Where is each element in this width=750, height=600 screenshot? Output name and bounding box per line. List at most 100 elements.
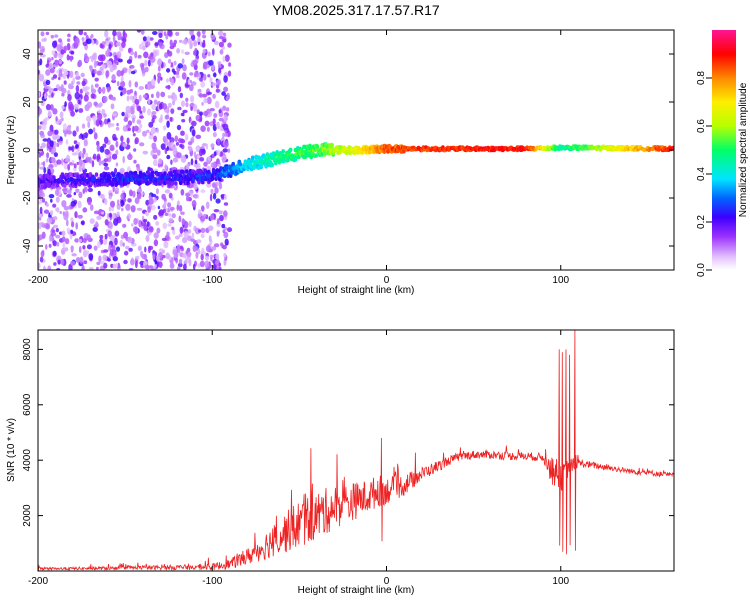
noise-blob [192, 59, 198, 66]
noise-blob [206, 91, 212, 96]
noise-blob [207, 51, 211, 57]
noise-blob [91, 160, 95, 168]
noise-blob [196, 31, 201, 37]
noise-blob [62, 242, 66, 249]
noise-blob [64, 247, 69, 252]
noise-blob [150, 78, 156, 86]
noise-blob [66, 227, 71, 233]
noise-blob [99, 234, 104, 240]
noise-blob [115, 126, 120, 131]
noise-blob [194, 70, 199, 78]
trace-blob [231, 161, 235, 167]
noise-blob [64, 210, 69, 218]
noise-blob [51, 232, 57, 237]
y-tick-label: 8000 [22, 338, 33, 361]
y-tick-label: 2000 [22, 504, 33, 527]
noise-blob [145, 235, 150, 242]
colorbar-label: Normalized spectral amplitude [738, 82, 749, 217]
noise-blob [60, 49, 65, 55]
noise-blob [46, 152, 50, 159]
noise-blob [172, 147, 178, 153]
noise-blob [208, 235, 212, 242]
noise-blob [56, 241, 60, 247]
noise-blob [71, 221, 75, 228]
noise-blob [38, 262, 41, 269]
noise-blob [53, 53, 58, 59]
noise-blob [69, 55, 73, 62]
noise-blob [88, 253, 94, 261]
noise-blob [144, 246, 147, 253]
noise-blob [148, 121, 154, 128]
noise-blob [107, 230, 112, 237]
colorbar: 0.0 0.2 0.4 0.6 0.8 Normalized spectral ampl… [696, 30, 749, 277]
trace-blob [308, 143, 312, 148]
noise-blob [99, 145, 105, 153]
noise-blob [143, 51, 149, 59]
noise-blob [147, 59, 151, 67]
noise-blob [151, 111, 157, 115]
noise-blob [164, 189, 171, 194]
noise-blob [128, 247, 133, 252]
noise-blob [97, 112, 103, 121]
noise-blob [78, 239, 83, 243]
noise-blob [73, 163, 77, 169]
trace-blob [144, 178, 149, 183]
trace-blob [265, 152, 270, 157]
noise-blob [217, 149, 221, 156]
noise-blob [117, 262, 121, 269]
noise-blob [116, 122, 119, 127]
noise-blob [83, 139, 88, 147]
noise-blob [134, 197, 140, 204]
noise-blob [55, 196, 60, 203]
noise-blob [163, 31, 167, 36]
noise-blob [61, 158, 64, 166]
noise-blob [183, 263, 187, 270]
noise-blob [112, 133, 117, 141]
noise-blob [75, 188, 80, 193]
noise-blob [175, 251, 179, 258]
noise-blob [160, 91, 166, 98]
noise-blob [216, 231, 220, 237]
noise-blob [111, 74, 116, 82]
noise-blob [58, 60, 63, 65]
noise-blob [102, 254, 108, 261]
noise-blob [90, 93, 95, 99]
noise-blob [205, 143, 209, 150]
noise-blob [103, 113, 107, 118]
noise-blob [52, 216, 58, 221]
noise-blob [176, 124, 182, 131]
noise-blob [199, 77, 204, 82]
noise-blob [45, 158, 49, 163]
noise-blob [141, 68, 146, 74]
noise-blob [70, 200, 77, 207]
noise-blob [47, 265, 52, 270]
noise-blob [92, 127, 96, 133]
noise-blob [157, 65, 161, 72]
noise-blob [49, 140, 54, 148]
noise-blob [120, 80, 126, 88]
noise-blob [194, 246, 199, 252]
noise-blob [61, 87, 67, 94]
noise-blob [166, 154, 171, 160]
noise-blob [129, 65, 135, 69]
noise-blob [138, 86, 145, 90]
noise-blob [115, 246, 121, 252]
noise-blob [193, 50, 197, 56]
noise-blob [63, 45, 68, 51]
noise-blob [206, 96, 212, 105]
noise-blob [50, 198, 53, 203]
noise-blob [223, 231, 229, 238]
noise-blob [142, 94, 148, 99]
noise-blob [222, 148, 228, 153]
noise-blob [54, 129, 59, 135]
colorbar-tick-label: 0.4 [696, 167, 707, 181]
noise-blob [181, 119, 186, 123]
noise-blob [215, 253, 220, 261]
noise-blob [53, 224, 59, 229]
noise-blob [45, 103, 51, 111]
snr-panel: -200 -100 0 100 2000 4000 6000 8000 Height of s… [6, 329, 675, 596]
trace-blob [55, 183, 60, 188]
colorbar-tick-label: 0.0 [696, 263, 707, 277]
noise-blob [43, 166, 46, 174]
noise-blob [196, 239, 202, 244]
